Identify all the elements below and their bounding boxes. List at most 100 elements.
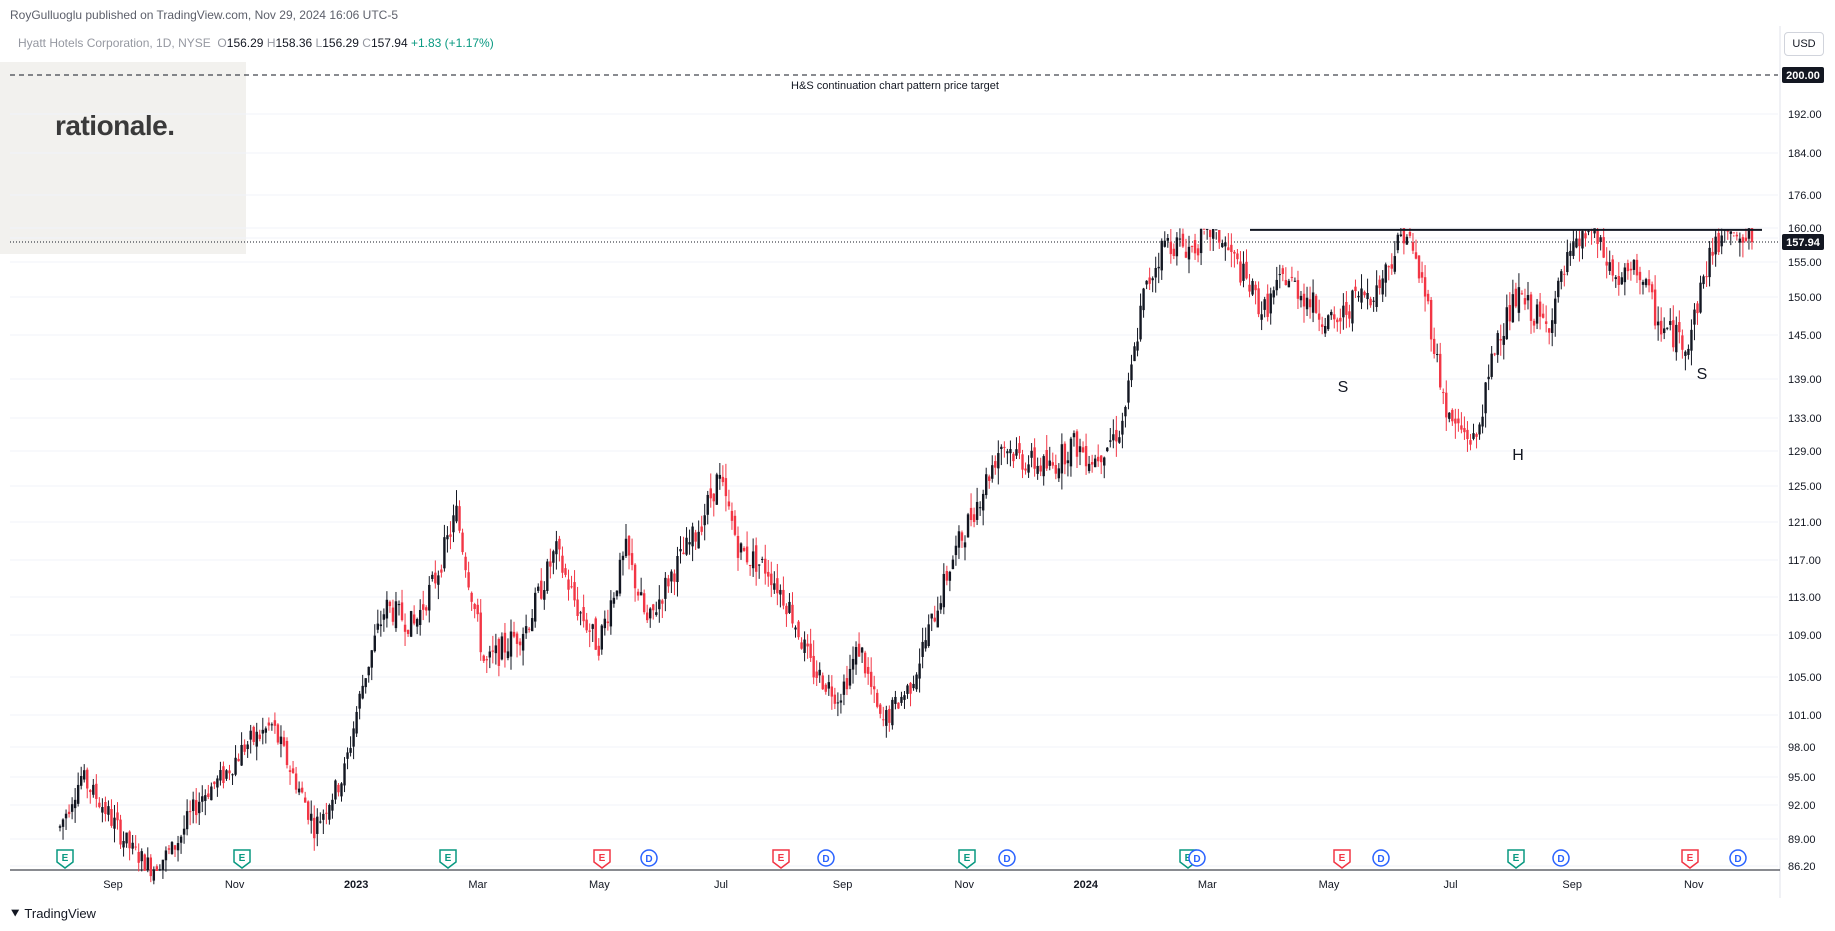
y-tick-label: 109.00 xyxy=(1788,630,1822,642)
candle-body xyxy=(422,604,425,610)
earnings-marker-label: E xyxy=(964,853,971,864)
x-tick-label: Nov xyxy=(1684,879,1704,891)
candle-body xyxy=(1572,241,1575,256)
candle-body xyxy=(912,683,915,689)
candle-body xyxy=(400,602,404,621)
candle-body xyxy=(764,558,767,574)
candle-body xyxy=(1339,317,1342,322)
earnings-marker-icon[interactable] xyxy=(1333,849,1351,869)
earnings-marker-icon[interactable] xyxy=(772,849,790,869)
dividend-marker-label: D xyxy=(645,854,652,865)
candle-body xyxy=(1535,304,1539,324)
dividend-marker-icon[interactable] xyxy=(1372,849,1390,867)
candle-body xyxy=(367,666,370,676)
candle-body xyxy=(231,774,234,776)
candle-body xyxy=(854,647,858,665)
candle-body xyxy=(703,515,706,526)
candle-body xyxy=(860,647,864,653)
candle-body xyxy=(1187,246,1191,260)
publish-info: RoyGulluoglu published on TradingView.co… xyxy=(10,8,399,22)
candle-body xyxy=(1084,446,1088,467)
candle-body xyxy=(1505,307,1509,340)
candle-body xyxy=(933,617,936,622)
candle-body xyxy=(1302,293,1306,307)
candle-body xyxy=(869,671,873,687)
candle-body xyxy=(1030,450,1033,458)
candle-body xyxy=(739,543,743,553)
candle-body xyxy=(603,618,607,629)
x-tick-label: Jul xyxy=(714,879,728,891)
tradingview-footer[interactable]: ⯆ TradingView xyxy=(10,906,96,922)
x-tick-label: May xyxy=(1319,879,1340,891)
candle-body xyxy=(458,506,461,531)
currency-button[interactable]: USD xyxy=(1784,32,1824,56)
candle-body xyxy=(1496,333,1499,355)
candle-body xyxy=(1103,457,1106,466)
candle-body xyxy=(733,515,737,535)
candle-body xyxy=(1408,231,1412,236)
candle-body xyxy=(237,758,240,762)
candle-body xyxy=(1502,335,1505,345)
candle-body xyxy=(885,710,888,726)
dividend-marker-icon[interactable] xyxy=(1552,849,1570,867)
candle-body xyxy=(991,465,994,479)
low-value: 156.29 xyxy=(322,36,359,50)
candle-body xyxy=(1066,460,1070,464)
candle-body xyxy=(918,663,921,679)
earnings-marker-icon[interactable] xyxy=(56,849,74,869)
earnings-marker-icon[interactable] xyxy=(439,849,457,869)
candle-body xyxy=(1454,418,1457,424)
candle-body xyxy=(497,638,501,666)
candle-body xyxy=(815,671,818,678)
candle-body xyxy=(794,627,797,630)
candle-body xyxy=(403,624,407,632)
candle-body xyxy=(818,669,821,676)
candle-body xyxy=(1048,460,1051,466)
earnings-marker-icon[interactable] xyxy=(233,849,251,869)
candle-body xyxy=(1687,348,1690,355)
candle-body xyxy=(1272,290,1275,298)
candle-body xyxy=(122,840,125,848)
earnings-marker-icon[interactable] xyxy=(1507,849,1525,869)
candle-body xyxy=(915,674,918,690)
candle-body xyxy=(452,515,455,533)
candle-body xyxy=(567,579,570,590)
candle-body xyxy=(636,591,640,596)
earnings-marker-icon[interactable] xyxy=(593,849,611,869)
dividend-marker-icon[interactable] xyxy=(817,849,835,867)
earnings-marker-icon[interactable] xyxy=(1681,849,1699,869)
candle-body xyxy=(195,800,198,816)
dividend-marker-icon[interactable] xyxy=(1729,849,1747,867)
candle-body xyxy=(470,592,473,602)
candle-body xyxy=(1617,275,1620,285)
y-tick-label: 95.00 xyxy=(1788,772,1816,784)
earnings-marker-icon[interactable] xyxy=(958,849,976,869)
candle-body xyxy=(110,809,113,826)
candle-body xyxy=(140,851,143,862)
x-tick-label: Sep xyxy=(1562,879,1582,891)
candle-body xyxy=(821,675,824,690)
dividend-marker-icon[interactable] xyxy=(640,849,658,867)
dividend-marker-icon[interactable] xyxy=(998,849,1016,867)
candle-body xyxy=(179,836,183,843)
tradingview-brand: TradingView xyxy=(24,906,96,921)
candle-body xyxy=(95,783,98,799)
candle-body xyxy=(540,580,543,599)
candle-body xyxy=(1620,277,1624,285)
candle-body xyxy=(1714,236,1717,255)
candle-body xyxy=(924,640,927,649)
candle-body xyxy=(282,737,286,746)
candle-body xyxy=(1729,231,1732,234)
candle-body xyxy=(978,507,982,509)
candle-body xyxy=(939,603,942,610)
candle-body xyxy=(376,623,380,630)
candle-body xyxy=(185,811,189,830)
dividend-marker-icon[interactable] xyxy=(1188,849,1206,867)
candle-body xyxy=(1747,228,1751,239)
candle-body xyxy=(397,604,401,606)
candle-body xyxy=(1608,262,1611,271)
candle-body xyxy=(1078,446,1082,453)
candle-body xyxy=(1541,313,1545,318)
candle-body xyxy=(131,842,134,849)
